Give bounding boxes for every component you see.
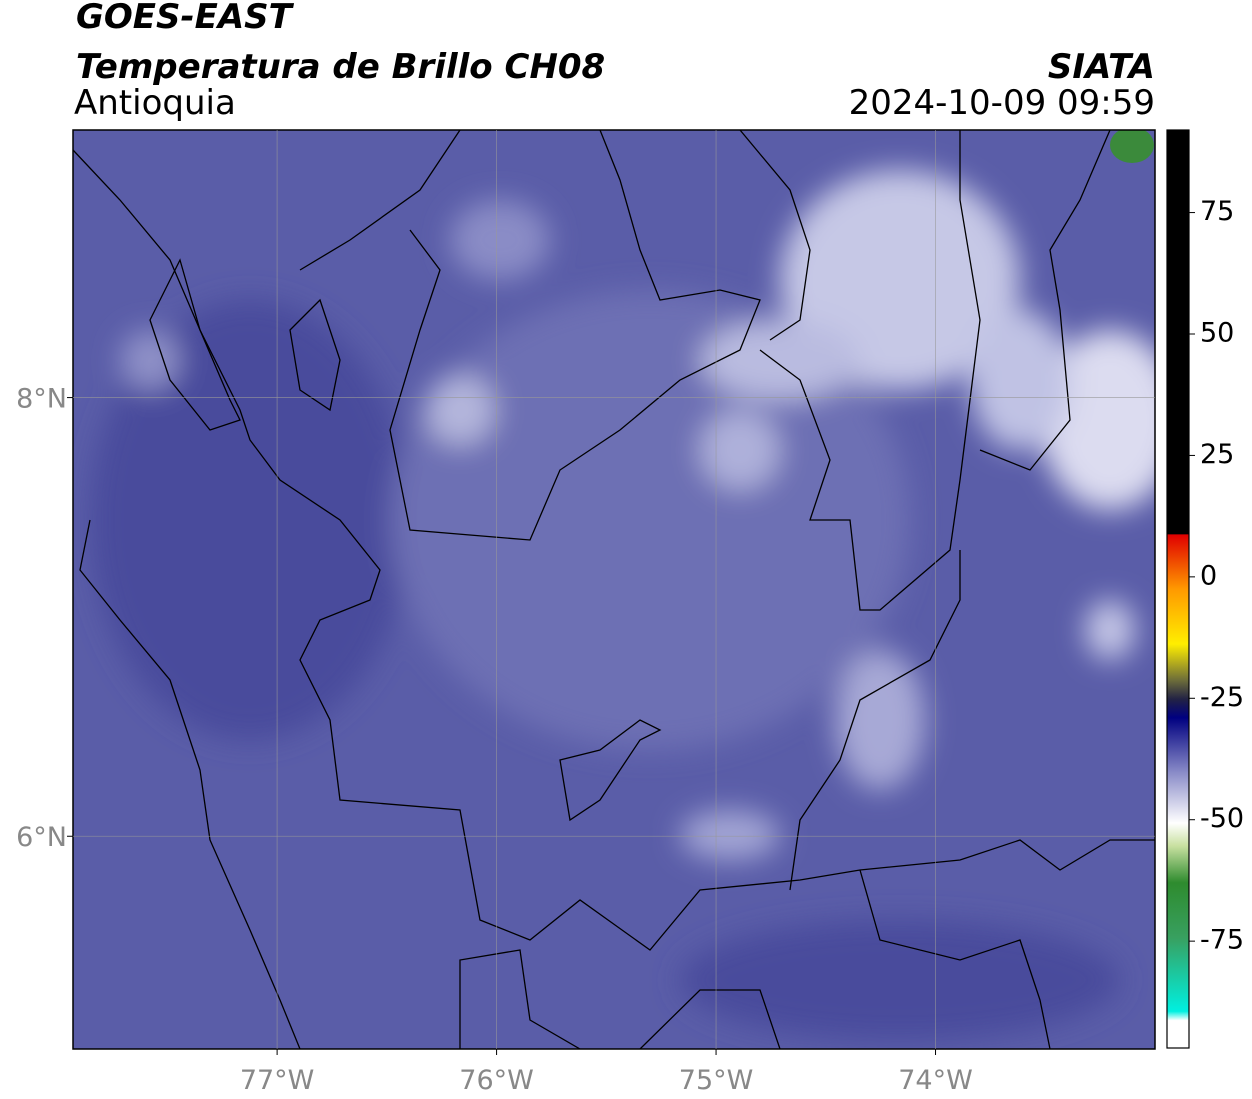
satellite-image	[73, 130, 1155, 1049]
colorbar-tick-label: -50	[1200, 803, 1244, 834]
x-tick-label: 77°W	[240, 1065, 315, 1096]
colorbar-tick-label: 75	[1200, 196, 1234, 227]
colorbar	[1166, 129, 1190, 1049]
source: SIATA	[1048, 47, 1155, 87]
x-tick-label: 75°W	[679, 1065, 754, 1096]
x-tick-label: 76°W	[459, 1065, 534, 1096]
map-frame	[72, 129, 1156, 1050]
colorbar-tick-label: 50	[1200, 318, 1234, 349]
colorbar-tick-label: 0	[1200, 560, 1217, 591]
y-tick-label: 8°N	[16, 384, 67, 415]
y-tick-label: 6°N	[16, 822, 67, 853]
region: Antioquia	[74, 83, 236, 123]
x-tick-label: 74°W	[898, 1065, 973, 1096]
subtitle: Temperatura de Brillo CH08	[76, 47, 605, 87]
colorbar-tick-label: -25	[1200, 682, 1244, 713]
colorbar-tick-label: 25	[1200, 439, 1234, 470]
timestamp: 2024-10-09 09:59	[849, 83, 1155, 123]
colorbar-tick-label: -75	[1200, 925, 1244, 956]
title: GOES-EAST	[76, 0, 295, 37]
